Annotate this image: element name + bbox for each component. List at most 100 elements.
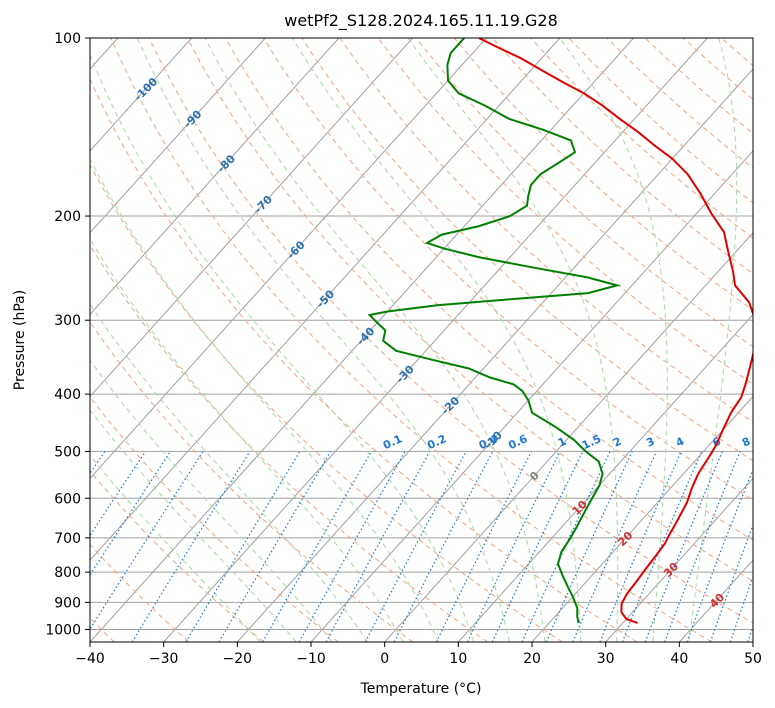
moist-adiabat-line <box>90 303 369 642</box>
moist-adiabat-line <box>90 158 439 642</box>
y-tick-label: 1000 <box>45 622 81 638</box>
x-tick-label: 40 <box>670 651 688 667</box>
x-tick-label: −40 <box>75 651 105 667</box>
moist-adiabat-line <box>90 454 261 642</box>
dry-adiabat-line <box>224 38 753 541</box>
mixing-ratio-label: 1 <box>556 435 568 450</box>
x-tick-label: 30 <box>597 651 615 667</box>
x-tick-label: 0 <box>380 651 389 667</box>
mixing-ratio-label: 8 <box>740 435 752 450</box>
y-tick-label: 300 <box>54 313 81 329</box>
mixing-ratio-line <box>572 451 658 642</box>
dry-adiabat-line <box>90 470 264 642</box>
moist-adiabat-line <box>136 38 510 642</box>
dry-adiabat-line <box>682 38 753 101</box>
mixing-ratio-line <box>599 451 682 642</box>
dry-adiabat-line <box>90 77 638 642</box>
isotherm-label: -100 <box>132 75 161 104</box>
mixing-ratio-line <box>644 451 723 642</box>
mixing-ratio-line <box>90 451 106 475</box>
y-tick-label: 900 <box>54 595 81 611</box>
y-tick-label: 400 <box>54 387 81 403</box>
dry-adiabat-line <box>415 38 753 348</box>
plot-area: 0.10.20.40.611.52346810131620253036-100-… <box>90 38 775 642</box>
isotherm-line <box>90 38 192 152</box>
mixing-ratio-line <box>664 451 741 642</box>
y-tick-label: 500 <box>54 444 81 460</box>
mixing-ratio-line <box>364 451 467 642</box>
y-tick-label: 200 <box>54 209 81 225</box>
dry-adiabat-line <box>90 244 488 642</box>
moist-adiabat-line <box>204 38 546 642</box>
dry-adiabat-line <box>90 543 190 642</box>
mixing-ratio-line <box>131 451 251 642</box>
chart-title: wetPf2_S128.2024.165.11.19.G28 <box>284 11 558 31</box>
moist-adiabat-line <box>90 359 333 642</box>
mixing-ratio-line <box>90 451 204 631</box>
isotherm-line <box>678 559 753 642</box>
mixing-ratio-line <box>621 451 703 642</box>
dry-adiabat-line <box>110 38 712 642</box>
mixing-ratio-line <box>298 451 406 642</box>
moist-adiabat-line <box>291 38 582 642</box>
moist-adiabat-line <box>90 409 297 642</box>
mixing-ratio-line <box>709 523 753 642</box>
isotherm-line <box>90 38 634 642</box>
isotherm-line <box>605 477 753 642</box>
y-tick-label: 800 <box>54 565 81 581</box>
moist-adiabat-line <box>407 38 619 642</box>
x-tick-label: −20 <box>223 651 253 667</box>
y-axis-title: Pressure (hPa) <box>12 290 28 390</box>
isotherm-line <box>531 395 753 642</box>
dry-adiabat-line <box>186 38 753 582</box>
dry-adiabat-line <box>301 38 753 462</box>
mixing-ratio-line <box>435 451 533 642</box>
moist-adiabat-line <box>688 38 738 642</box>
isotherm-line <box>90 38 266 234</box>
mixing-ratio-label: 0.1 <box>381 432 404 452</box>
isotherm-line <box>752 641 753 642</box>
dry-adiabat-line <box>530 38 753 239</box>
x-tick-label: −30 <box>149 651 179 667</box>
isotherm-line <box>236 68 753 642</box>
mixing-ratio-label: 3 <box>644 435 656 450</box>
mixing-ratio-line <box>262 451 372 642</box>
isotherm-line <box>384 232 753 642</box>
moist-adiabat-line <box>90 53 475 642</box>
isotherm-line <box>90 38 340 316</box>
y-tick-label: 600 <box>54 491 81 507</box>
moist-adiabat-line <box>559 38 668 642</box>
isotherm-line <box>457 313 753 642</box>
moist-adiabat-line <box>90 237 404 642</box>
x-tick-label: −10 <box>296 651 326 667</box>
mixing-ratio-label: 4 <box>674 435 687 450</box>
dry-adiabat-line <box>453 38 753 311</box>
dry-adiabat-line <box>377 38 753 385</box>
mixing-ratio-line <box>325 451 431 642</box>
y-axis: 100 200 300 400 500 600 700 800 900 1000 <box>45 31 90 638</box>
isotherm-line <box>90 38 561 561</box>
x-tick-label: 50 <box>744 651 762 667</box>
dry-adiabat-line <box>760 38 775 642</box>
isotherm-line <box>90 38 487 480</box>
mixing-ratio-line <box>686 468 753 642</box>
mixing-ratio-label: 10 <box>759 433 775 451</box>
y-tick-label: 700 <box>54 531 81 547</box>
dry-adiabat-line <box>644 38 753 135</box>
dewpoint-profile-line <box>367 38 622 624</box>
mixing-ratio-line <box>729 574 753 642</box>
x-axis-title: Temperature (°C) <box>360 681 482 697</box>
x-tick-label: 10 <box>449 651 467 667</box>
x-axis: −40 −30 −20 −10 0 10 20 30 40 50 <box>75 642 762 667</box>
mixing-ratio-line <box>545 451 633 642</box>
dry-adiabat-line <box>90 321 414 642</box>
dry-adiabat-line <box>90 163 563 642</box>
mixing-ratio-label: 0.2 <box>425 432 448 452</box>
mixing-ratio-label: 0.6 <box>506 432 529 452</box>
x-tick-label: 20 <box>523 651 541 667</box>
mixing-ratio-label: 2 <box>611 435 623 450</box>
mixing-ratio-line <box>90 451 146 537</box>
y-tick-label: 100 <box>54 31 81 47</box>
dry-adiabat-line <box>263 38 753 501</box>
